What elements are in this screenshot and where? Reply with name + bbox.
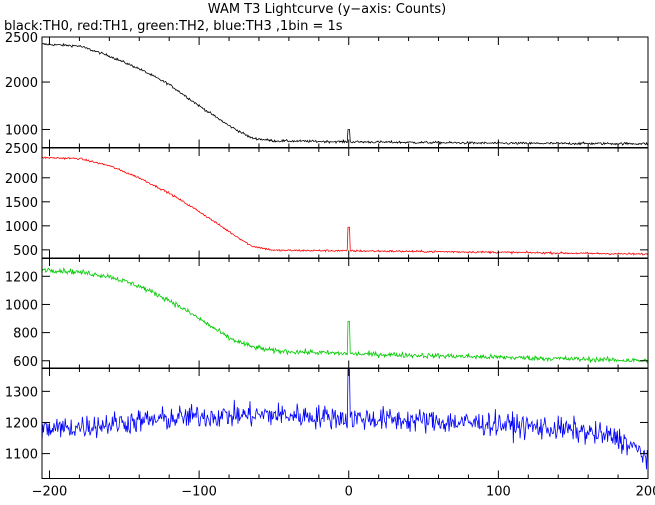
y-tick-label: 1200 xyxy=(5,270,38,285)
y-tick-label: 1500 xyxy=(5,196,38,211)
y-tick-label: 1000 xyxy=(5,123,38,138)
panel-th2: 600 800 1000 1200 xyxy=(5,257,649,370)
panels: 1000 2000 2500 500 1000 1500 2000 2500 600 800 100… xyxy=(5,31,649,479)
y-tick-label: 2500 xyxy=(5,142,38,157)
y-tick-label: 2000 xyxy=(5,76,38,91)
panel-frame xyxy=(41,257,649,369)
panel-th3: 1100 1200 1300 xyxy=(5,367,649,479)
y-tick-label: 1100 xyxy=(5,448,38,463)
y-tick-label: 1000 xyxy=(5,220,38,235)
x-tick-label: −200 xyxy=(32,485,68,500)
panel-th1: 500 1000 1500 2000 2500 xyxy=(5,142,649,259)
y-tick-label: 1000 xyxy=(5,298,38,313)
chart-subtitle: black:TH0, red:TH1, green:TH2, blue:TH3 … xyxy=(4,19,343,34)
x-tick-label: −100 xyxy=(181,485,217,500)
y-tick-label: 800 xyxy=(13,327,38,342)
y-tick-label: 500 xyxy=(13,244,38,259)
x-tick-label: 0 xyxy=(345,485,353,500)
panel-frame xyxy=(41,367,649,479)
y-tick-label: 1200 xyxy=(5,416,38,431)
y-tick-label: 2500 xyxy=(5,31,38,46)
x-tick-label: 200 xyxy=(636,485,655,500)
series-line-th1 xyxy=(42,156,648,256)
x-axis: −200 −100 0 100 200 xyxy=(32,485,655,500)
series-line-th0 xyxy=(42,42,648,146)
chart-title: WAM T3 Lightcurve (y−axis: Counts) xyxy=(208,2,446,17)
panel-frame xyxy=(41,36,649,148)
y-tick-label: 2000 xyxy=(5,172,38,187)
panel-frame xyxy=(41,147,649,259)
series-line-th3 xyxy=(42,369,648,470)
y-tick-label: 1300 xyxy=(5,385,38,400)
x-tick-label: 100 xyxy=(486,485,511,500)
panel-th0: 1000 2000 2500 xyxy=(5,31,649,148)
y-tick-label: 600 xyxy=(13,355,38,370)
series-line-th2 xyxy=(42,267,648,364)
